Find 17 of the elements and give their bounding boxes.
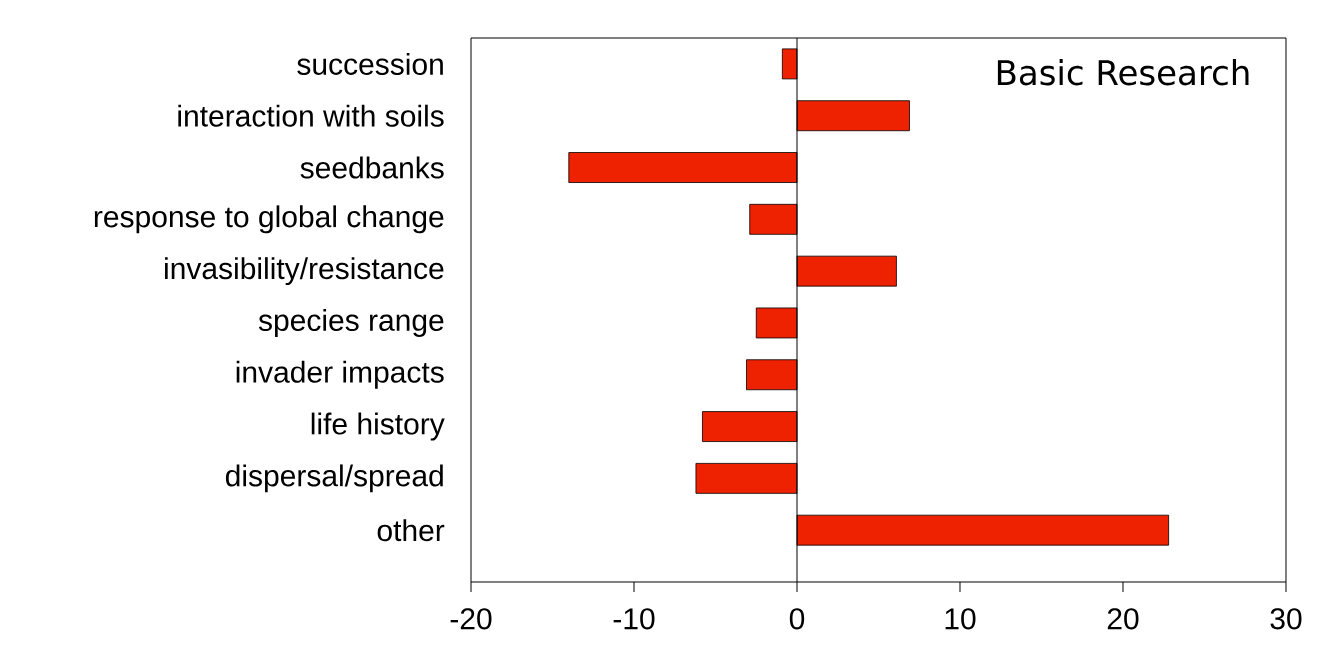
y-tick-label: invader impacts xyxy=(236,360,444,389)
y-tick-label: species range xyxy=(258,308,444,337)
y-tick-label: response to global change xyxy=(94,205,444,234)
x-tick-label: 30 xyxy=(1270,608,1302,630)
x-tick-label: -10 xyxy=(613,608,655,630)
x-tick-label: 0 xyxy=(789,608,805,630)
annotation: Basic Research xyxy=(997,59,1249,86)
y-tick-label: invasibility/resistance xyxy=(165,257,444,286)
x-tick-label: 10 xyxy=(945,608,976,630)
y-tick-label: other xyxy=(377,519,445,542)
x-tick-label: 20 xyxy=(1107,608,1139,630)
x-tick-label: -20 xyxy=(450,608,492,630)
y-tick-label: succession xyxy=(297,52,443,75)
y-tick-label: dispersal/spread xyxy=(225,464,443,493)
y-tick-label: life history xyxy=(311,412,445,441)
y-tick-label: seedbanks xyxy=(300,156,444,179)
y-tick-label: interaction with soils xyxy=(178,104,444,127)
